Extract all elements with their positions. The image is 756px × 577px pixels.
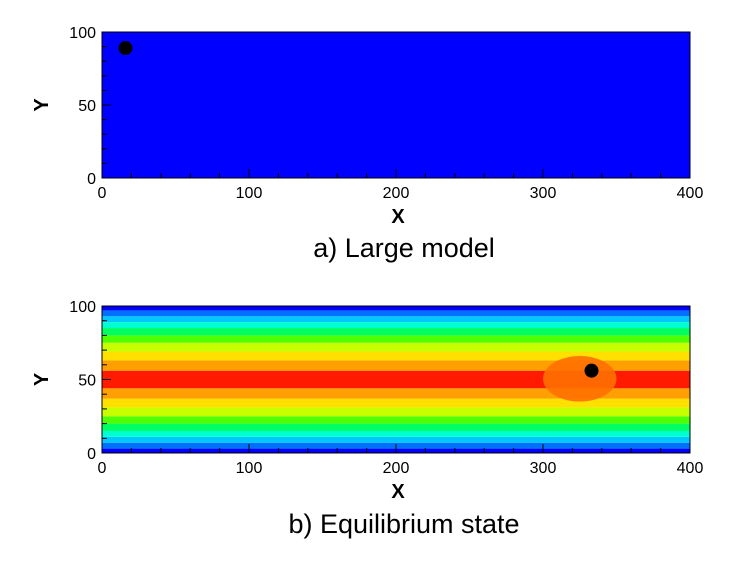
- panel-caption: b) Equilibrium state: [288, 509, 519, 539]
- y-tick-label: 100: [69, 299, 96, 316]
- x-tick-label: 100: [236, 185, 263, 202]
- x-tick-label: 300: [530, 460, 557, 477]
- y-tick-label: 50: [78, 98, 96, 115]
- x-tick-label: 0: [98, 185, 107, 202]
- x-tick-label: 100: [236, 460, 263, 477]
- contour-band-10: [102, 360, 690, 371]
- panel-b: 0 100 200 300 400 0 50 100 X Yb) Equilibrium stat…: [31, 299, 703, 539]
- y-axis-title: Y: [31, 98, 53, 112]
- y-tick-label: 100: [69, 25, 96, 42]
- x-axis-title: X: [391, 206, 405, 228]
- contour-band-15: [102, 322, 690, 329]
- y-tick-label: 0: [87, 171, 96, 188]
- contour-band-4: [102, 423, 690, 431]
- y-tick-label: 50: [78, 373, 96, 390]
- marker-point: [118, 41, 133, 56]
- contour-band-13: [102, 335, 690, 343]
- marker-point: [584, 363, 599, 378]
- contour-band-5: [102, 416, 690, 424]
- x-tick-label: 400: [677, 185, 704, 202]
- contour-band-12: [102, 342, 690, 352]
- x-tick-label: 200: [383, 185, 410, 202]
- contour-band-9: [102, 370, 690, 389]
- disturbance-region: [543, 355, 617, 402]
- contour-band-3: [102, 430, 690, 437]
- x-tick-label: 400: [677, 460, 704, 477]
- contour-band-11: [102, 351, 690, 361]
- contour-band-6: [102, 407, 690, 417]
- y-tick-label: 0: [87, 446, 96, 463]
- x-tick-label: 200: [383, 460, 410, 477]
- x-tick-label: 300: [530, 185, 557, 202]
- panel-caption: a) Large model: [313, 233, 495, 263]
- panel-a: 0 100 200 300 400 0 50 100 X Ya) Large model: [31, 25, 703, 263]
- contour-band-18: [102, 306, 690, 311]
- contour-band-17: [102, 310, 690, 317]
- contour-band-8: [102, 388, 690, 399]
- contour-band-7: [102, 398, 690, 408]
- y-axis-title: Y: [31, 372, 53, 386]
- contour-band-2: [102, 436, 690, 443]
- x-tick-label: 0: [98, 460, 107, 477]
- uniform-field: [102, 32, 690, 178]
- x-axis-title: X: [391, 481, 405, 503]
- contour-band-16: [102, 316, 690, 323]
- contour-band-14: [102, 328, 690, 336]
